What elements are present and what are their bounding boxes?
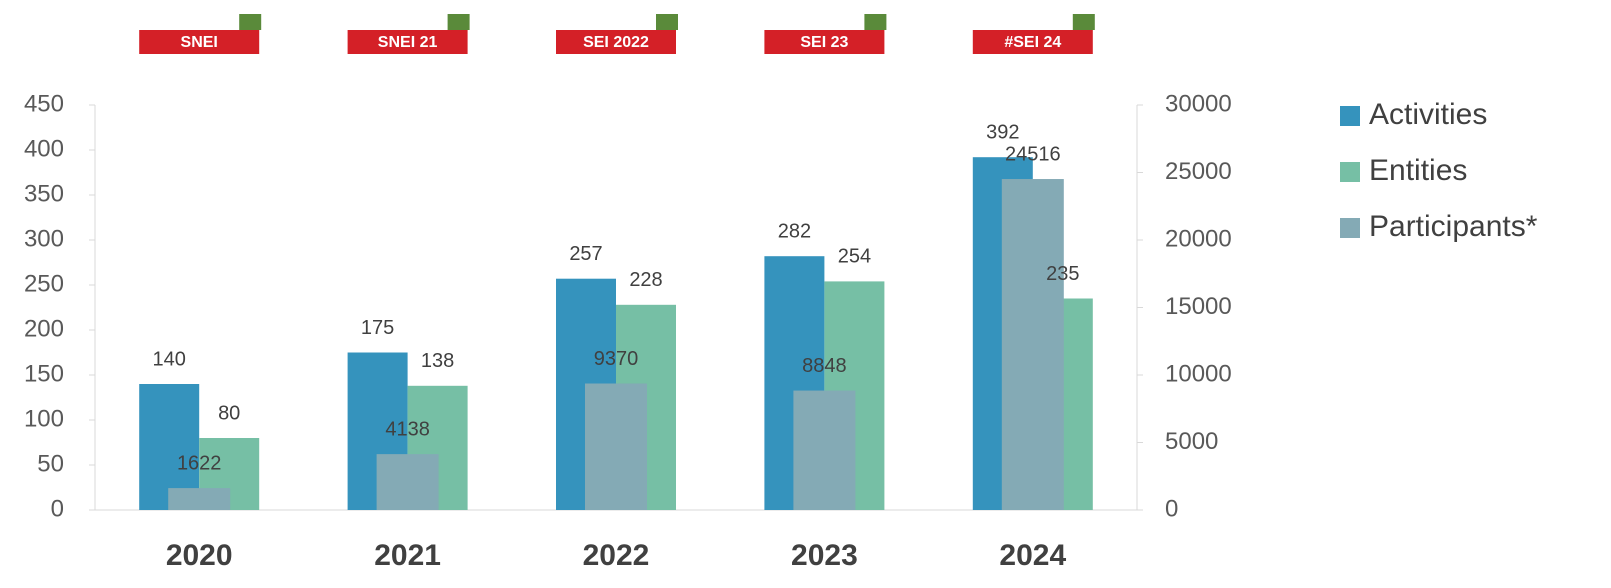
legend-swatch <box>1340 218 1360 238</box>
value-label: 175 <box>361 317 394 339</box>
y-tick-label: 250 <box>24 270 64 297</box>
value-label: 9370 <box>594 348 639 370</box>
x-tick-label: 2020 <box>166 539 233 572</box>
y2-tick-label: 30000 <box>1165 90 1232 117</box>
logo-box <box>764 30 885 54</box>
y-tick-label: 100 <box>24 405 64 432</box>
logo-leaf <box>1072 14 1095 30</box>
logo-leaf <box>864 14 887 30</box>
legend-swatch <box>1340 106 1360 126</box>
bar <box>585 383 647 510</box>
y-tick-label: 400 <box>24 135 64 162</box>
y-tick-label: 450 <box>24 90 64 117</box>
x-tick-label: 2023 <box>791 539 858 572</box>
legend-label: Entities <box>1369 154 1467 187</box>
logo-leaf <box>656 14 678 30</box>
logo-box <box>139 30 260 54</box>
logo-text: SEI 2022 <box>583 34 649 51</box>
value-label: 1622 <box>177 452 222 474</box>
value-label: 392 <box>986 121 1019 143</box>
bar <box>376 454 439 510</box>
value-label: 140 <box>153 348 186 370</box>
value-label: 254 <box>838 246 871 268</box>
value-label: 235 <box>1046 263 1079 285</box>
y2-tick-label: 25000 <box>1165 158 1232 185</box>
legend-label: Activities <box>1369 98 1487 131</box>
logo-text: SNEI <box>181 34 218 51</box>
bar <box>1001 179 1064 510</box>
legend-label: Participants* <box>1369 210 1538 243</box>
y2-tick-label: 15000 <box>1165 293 1232 320</box>
logo-box <box>347 30 468 54</box>
value-label: 24516 <box>1005 143 1061 165</box>
y-tick-label: 300 <box>24 225 64 252</box>
x-tick-label: 2022 <box>583 539 650 572</box>
value-label: 138 <box>421 350 454 372</box>
y-tick-label: 150 <box>24 360 64 387</box>
y2-tick-label: 20000 <box>1165 225 1232 252</box>
value-label: 257 <box>569 243 602 265</box>
value-label: 8848 <box>802 355 847 377</box>
logo-text: SNEI 21 <box>378 34 438 51</box>
logo-box <box>556 30 676 54</box>
value-label: 228 <box>629 269 662 291</box>
x-tick-label: 2024 <box>999 539 1066 572</box>
x-tick-label: 2021 <box>374 539 441 572</box>
bar <box>168 488 231 510</box>
logo-box <box>972 30 1093 54</box>
y-tick-label: 50 <box>37 450 64 477</box>
y2-tick-label: 0 <box>1165 495 1178 522</box>
logo-leaf <box>239 14 262 30</box>
y2-tick-label: 10000 <box>1165 360 1232 387</box>
value-label: 80 <box>218 402 240 424</box>
y-tick-label: 350 <box>24 180 64 207</box>
legend-swatch <box>1340 162 1360 182</box>
y-tick-label: 200 <box>24 315 64 342</box>
y2-tick-label: 5000 <box>1165 428 1218 455</box>
y-tick-label: 0 <box>51 495 64 522</box>
value-label: 4138 <box>385 418 430 440</box>
value-label: 282 <box>778 220 811 242</box>
logo-leaf <box>447 14 470 30</box>
logo-text: SEI 23 <box>800 34 848 51</box>
logo-text: #SEI 24 <box>1004 34 1061 51</box>
bar <box>793 390 856 510</box>
